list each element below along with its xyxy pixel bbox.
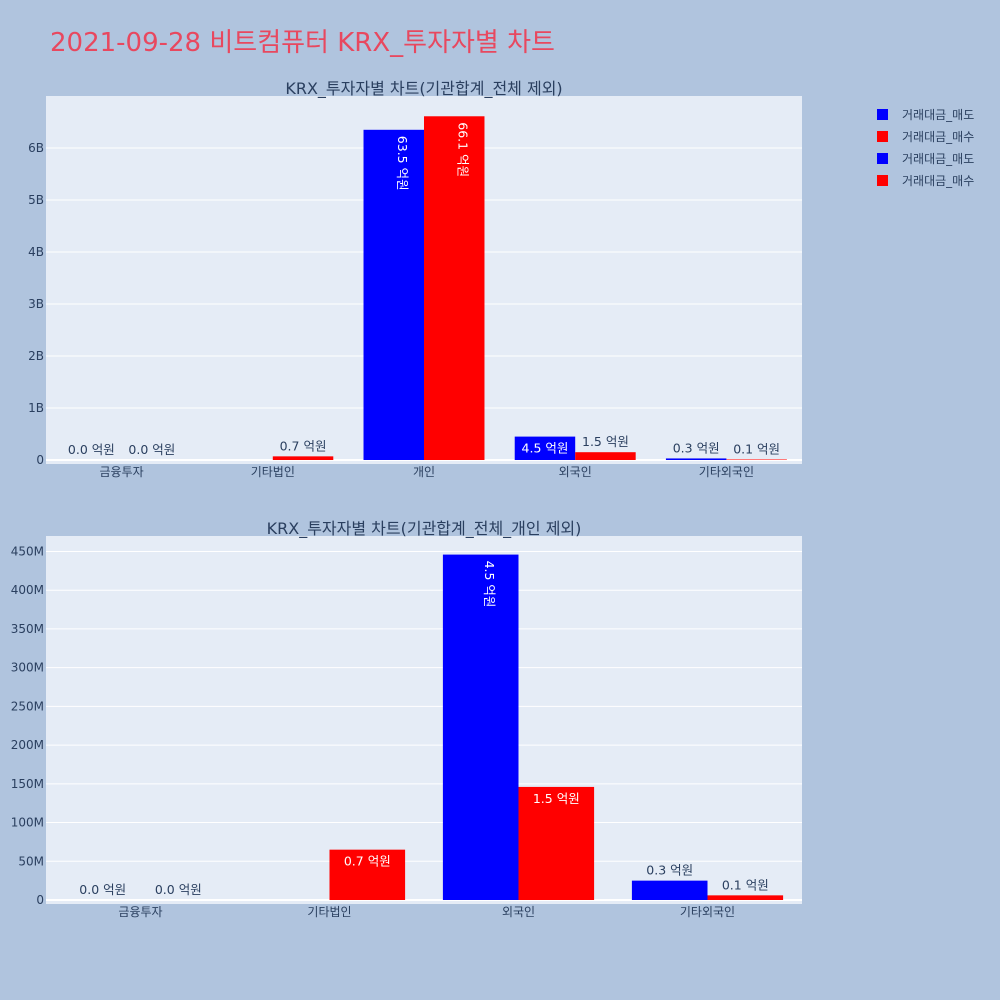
y-tick-label: 1B <box>28 401 44 415</box>
page-title: 2021-09-28 비트컴퓨터 KRX_투자자별 차트 <box>50 28 555 58</box>
y-tick-label: 3B <box>28 297 44 311</box>
data-label: 0.1 억원 <box>722 877 769 892</box>
y-tick-label: 0 <box>36 893 44 907</box>
data-label: 0.0 억원 <box>155 882 202 897</box>
legend-label: 거래대금_매수 <box>902 174 974 188</box>
bar <box>514 436 576 460</box>
x-tick-label: 기타법인 <box>251 465 295 479</box>
x-tick-label: 기타외국인 <box>699 465 754 479</box>
y-tick-label: 6B <box>28 141 44 155</box>
chart-title: KRX_투자자별 차트(기관합계_전체 제외) <box>285 79 562 99</box>
legend-label: 거래대금_매도 <box>902 108 974 122</box>
x-tick-label: 기타외국인 <box>680 905 735 919</box>
y-tick-label: 350M <box>11 622 44 636</box>
x-tick-label: 기타법인 <box>307 905 351 919</box>
y-tick-label: 5B <box>28 193 44 207</box>
chart-investor-excl-institution-individual: 0 50M 100M 150M 200M 250M 300M 350M 400M 450M KRX_… <box>11 519 802 919</box>
x-tick-label: 개인 <box>413 465 435 479</box>
data-label: 0.0 억원 <box>128 442 175 457</box>
bar <box>424 116 485 460</box>
y-tick-label: 300M <box>11 661 44 675</box>
data-label: 4.5 억원 <box>482 561 497 608</box>
data-label: 0.3 억원 <box>673 440 720 455</box>
bar <box>442 554 519 900</box>
bar <box>518 786 595 900</box>
data-label: 1.5 억원 <box>533 791 580 806</box>
data-label: 1.5 억원 <box>582 434 629 449</box>
legend-swatch <box>877 131 888 142</box>
plot-area <box>46 536 802 904</box>
bar <box>726 459 787 460</box>
bar <box>329 849 406 900</box>
legend-label: 거래대금_매도 <box>902 152 974 166</box>
data-label: 0.0 억원 <box>68 442 115 457</box>
data-label: 0.0 억원 <box>79 882 126 897</box>
data-label: 4.5 억원 <box>522 441 569 456</box>
legend-label: 거래대금_매수 <box>902 130 974 144</box>
y-tick-label: 400M <box>11 583 44 597</box>
y-tick-label: 150M <box>11 777 44 791</box>
legend-swatch <box>877 109 888 120</box>
y-tick-label: 200M <box>11 738 44 752</box>
y-tick-label: 0 <box>36 453 44 467</box>
bar <box>575 452 636 460</box>
y-tick-label: 100M <box>11 816 44 830</box>
data-label: 63.5 억원 <box>395 136 410 191</box>
bar <box>363 129 424 461</box>
data-label: 66.1 억원 <box>456 122 471 177</box>
y-tick-label: 250M <box>11 699 44 713</box>
bar <box>707 895 784 900</box>
data-label: 0.1 억원 <box>733 441 780 456</box>
y-tick-label: 4B <box>28 245 44 259</box>
x-tick-label: 외국인 <box>502 905 535 919</box>
chart-title: KRX_투자자별 차트(기관합계_전체_개인 제외) <box>267 519 582 539</box>
data-label: 0.3 억원 <box>646 863 693 878</box>
bar <box>272 456 334 460</box>
bar <box>665 458 727 460</box>
x-tick-label: 금융투자 <box>118 905 162 919</box>
y-tick-label: 450M <box>11 544 44 558</box>
y-tick-label: 2B <box>28 349 44 363</box>
legend-swatch <box>877 153 888 164</box>
bar <box>631 880 708 900</box>
chart-investor-excl-institution: 0 1B 2B 3B 4B 5B 6B KRX_투자자별 차트(기관합계_전체 제외) 금융투자… <box>28 79 802 479</box>
x-tick-label: 외국인 <box>559 465 592 479</box>
legend-swatch <box>877 175 888 186</box>
y-tick-label: 50M <box>18 854 44 868</box>
data-label: 0.7 억원 <box>344 854 391 869</box>
data-label: 0.7 억원 <box>280 438 327 453</box>
x-tick-label: 금융투자 <box>100 465 144 479</box>
